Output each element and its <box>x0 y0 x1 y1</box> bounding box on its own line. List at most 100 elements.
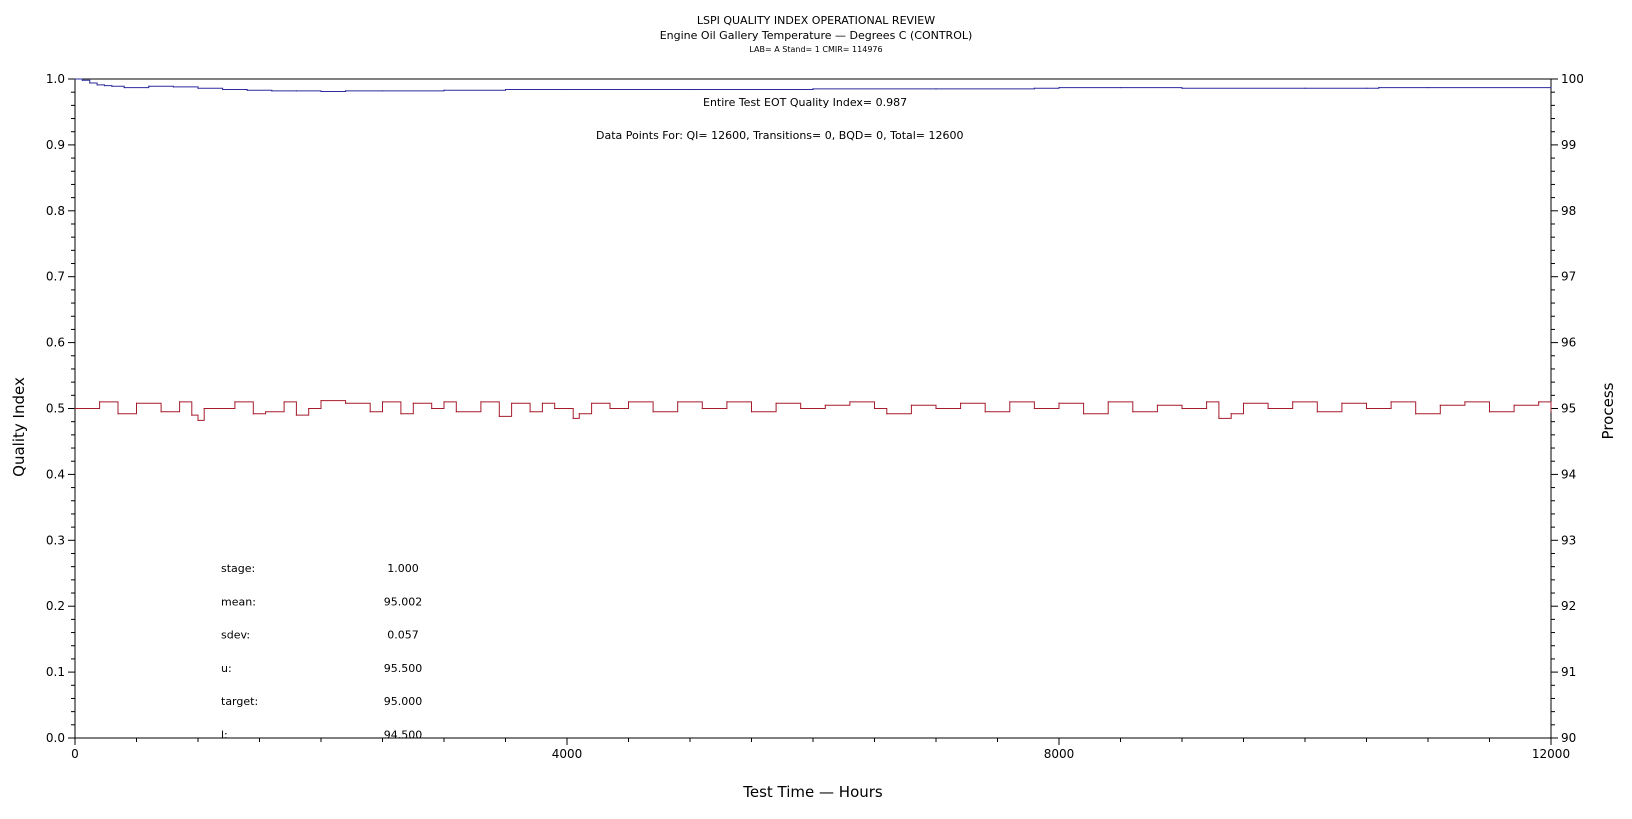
stat-label: u: <box>221 662 232 675</box>
annotation-data-points: Data Points For: QI= 12600, Transitions=… <box>596 129 964 142</box>
qi-point <box>81 79 83 81</box>
process-point <box>203 407 205 410</box>
process-point <box>135 402 138 404</box>
process-point <box>99 401 101 403</box>
process-point <box>627 401 630 403</box>
process-point <box>295 414 297 416</box>
stat-value: 1.000 <box>387 562 419 575</box>
qi-point <box>381 90 384 92</box>
y-right-tick-label: 100 <box>1561 72 1584 86</box>
y-right-tick-label: 95 <box>1561 402 1576 416</box>
process-point <box>117 413 119 415</box>
process-point <box>1292 401 1294 403</box>
stat-label: sdev: <box>221 629 250 642</box>
process-point <box>591 402 593 404</box>
process-point <box>215 407 218 410</box>
process-point <box>1206 401 1208 403</box>
qi-point <box>1427 86 1429 89</box>
process-point <box>74 407 76 410</box>
y-right-tick-label: 96 <box>1561 336 1576 350</box>
qi-point <box>74 78 76 80</box>
qi-point <box>812 88 814 90</box>
y-left-tick-label: 0.5 <box>46 402 65 416</box>
process-point <box>1242 402 1245 404</box>
process-point <box>265 411 267 413</box>
process-point <box>412 402 414 404</box>
y-left-tick-label: 0.7 <box>46 270 65 284</box>
qi-point <box>504 88 507 91</box>
process-point <box>1107 401 1109 403</box>
process-point <box>455 411 457 413</box>
process-point <box>443 401 445 403</box>
process-point <box>234 401 236 403</box>
qi-point <box>689 88 691 91</box>
process-point <box>1415 413 1417 415</box>
process-point <box>191 414 193 416</box>
process-point <box>1218 417 1220 419</box>
qi-point <box>96 84 98 86</box>
x-tick-label: 4000 <box>552 747 583 761</box>
qi-point <box>246 89 248 91</box>
process-point <box>775 402 777 404</box>
qi-point <box>1058 86 1060 89</box>
stat-label: mean: <box>221 595 256 608</box>
process-point <box>1341 402 1343 404</box>
y-right-tick-label: 92 <box>1561 599 1576 613</box>
process-point <box>726 401 728 403</box>
x-axis-label: Test Time — Hours <box>742 783 883 801</box>
process-point <box>572 417 574 419</box>
process-point <box>1009 401 1011 403</box>
x-tick-label: 0 <box>71 747 79 761</box>
qi-point <box>89 82 91 84</box>
process-point <box>554 407 556 410</box>
process-point <box>431 407 433 410</box>
process-point <box>400 413 402 415</box>
process-point <box>498 415 500 418</box>
y-right-tick-label: 99 <box>1561 138 1576 152</box>
chart-title: LSPI QUALITY INDEX OPERATIONAL REVIEW <box>697 14 935 27</box>
stat-value: 95.002 <box>384 595 423 608</box>
y-right-tick-label: 98 <box>1561 204 1576 218</box>
y-left-tick-label: 1.0 <box>46 72 65 86</box>
process-point <box>320 399 322 402</box>
qi-point <box>222 88 224 91</box>
process-point <box>873 407 876 410</box>
process-point <box>1538 401 1540 403</box>
qi-point <box>123 86 125 89</box>
process-point <box>1550 411 1552 413</box>
process-point <box>910 404 913 406</box>
process-point <box>529 411 531 413</box>
process-point <box>1132 411 1134 413</box>
chart-subtitle: Engine Oil Gallery Temperature — Degrees… <box>660 29 973 42</box>
process-point <box>197 419 199 421</box>
qi-point <box>1550 86 1552 89</box>
series-quality-index-line <box>75 78 1551 92</box>
y-left-tick-label: 0.6 <box>46 336 65 350</box>
process-point <box>849 401 851 403</box>
qi-point <box>345 90 347 92</box>
process-point <box>652 411 654 413</box>
y-left-tick-label: 0.0 <box>46 731 65 745</box>
series-layer <box>74 78 1552 421</box>
process-point <box>252 413 254 415</box>
process-point <box>984 411 986 413</box>
y-left-tick-label: 0.4 <box>46 467 65 481</box>
qi-point <box>1181 87 1183 89</box>
y-axis-label-left: Quality Index <box>10 377 28 477</box>
process-point <box>886 413 888 415</box>
stat-value: 95.000 <box>384 695 423 708</box>
qi-point <box>172 86 174 88</box>
y-right-tick-label: 97 <box>1561 270 1576 284</box>
stat-label: stage: <box>221 562 255 575</box>
qi-point <box>320 90 322 93</box>
ticks-layer: 0 4000 8000 12000 0.0 0.1 0.2 0.3 0.4 0.5 0.6 0.7 0.… <box>46 72 1584 761</box>
process-point <box>1230 413 1232 415</box>
chart-info-line: LAB= A Stand= 1 CMIR= 114976 <box>749 45 882 54</box>
process-point <box>369 411 371 413</box>
process-point <box>1083 413 1085 415</box>
qi-point <box>148 85 150 87</box>
qi-point <box>443 89 445 91</box>
process-point <box>935 407 937 410</box>
x-tick-label: 12000 <box>1532 747 1570 761</box>
process-point <box>750 411 753 413</box>
